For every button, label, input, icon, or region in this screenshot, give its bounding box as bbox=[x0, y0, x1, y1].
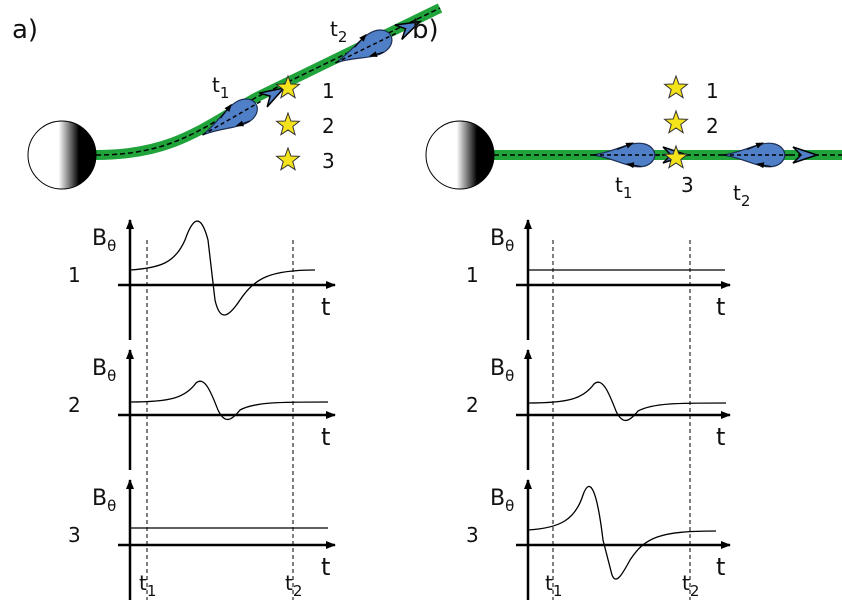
arrow-bottom bbox=[626, 162, 642, 169]
track-time: t1 bbox=[212, 73, 229, 102]
y-axis-label: Bθ bbox=[490, 486, 514, 515]
y-axis-label-sub: θ bbox=[107, 497, 116, 515]
y-axis-label-base: B bbox=[490, 226, 505, 251]
plot-number: 3 bbox=[466, 523, 479, 547]
plasmoid bbox=[592, 142, 690, 169]
star bbox=[663, 74, 689, 99]
x-axis-label: t bbox=[321, 553, 330, 581]
track-time: t2 bbox=[330, 17, 347, 46]
track-time-base: t bbox=[212, 73, 220, 97]
plasmoid-body bbox=[335, 29, 393, 64]
motion-arrow bbox=[394, 20, 423, 40]
arrow-top bbox=[220, 103, 232, 119]
y-axis-label-sub: θ bbox=[505, 237, 514, 255]
y-axis-label: Bθ bbox=[92, 356, 116, 385]
axis-time: t2 bbox=[682, 571, 699, 600]
track-time-base: t bbox=[615, 173, 623, 197]
axis-time: t1 bbox=[545, 571, 562, 600]
star-label: 2 bbox=[706, 114, 719, 138]
arrow-bottom bbox=[368, 51, 384, 58]
axis-time-base: t bbox=[285, 571, 293, 595]
signal-curve bbox=[527, 485, 717, 580]
star-label: 1 bbox=[322, 79, 335, 103]
track-time-sub: 1 bbox=[623, 184, 633, 202]
dashed-axis bbox=[202, 99, 264, 136]
plot-number: 1 bbox=[466, 263, 479, 287]
axis-time: t1 bbox=[139, 571, 156, 600]
y-axis-label-base: B bbox=[92, 226, 107, 251]
track-time-sub: 2 bbox=[741, 192, 751, 210]
plot-number: 1 bbox=[68, 263, 81, 287]
y-axis-label-base: B bbox=[490, 486, 505, 511]
star-label: 2 bbox=[322, 114, 335, 138]
y-axis-label: Bθ bbox=[92, 486, 116, 515]
track-time-base: t bbox=[330, 17, 338, 41]
signal-curve bbox=[129, 380, 329, 421]
star bbox=[275, 111, 301, 136]
sun bbox=[27, 120, 97, 190]
plot-number: 2 bbox=[68, 393, 81, 417]
motion-arrow bbox=[258, 86, 287, 108]
y-axis-label-base: B bbox=[92, 486, 107, 511]
y-axis-label-sub: θ bbox=[505, 367, 514, 385]
y-axis-label-base: B bbox=[490, 356, 505, 381]
axis-time: t2 bbox=[285, 571, 302, 600]
axis-time-base: t bbox=[545, 571, 553, 595]
track-time-sub: 2 bbox=[338, 28, 348, 46]
motion-arrow bbox=[792, 146, 820, 164]
star bbox=[663, 144, 689, 169]
axis-time-sub: 1 bbox=[147, 582, 157, 600]
star-label: 1 bbox=[706, 79, 719, 103]
arrow-top bbox=[616, 142, 634, 150]
plasmoid bbox=[335, 20, 423, 64]
y-axis-label-sub: θ bbox=[107, 237, 116, 255]
plasmoid-body bbox=[202, 98, 258, 136]
x-axis-label: t bbox=[321, 293, 330, 321]
plot-number: 3 bbox=[68, 523, 81, 547]
plot-number: 2 bbox=[466, 393, 479, 417]
arrow-bottom bbox=[756, 162, 772, 169]
star bbox=[275, 146, 301, 171]
axis-time-sub: 2 bbox=[293, 582, 303, 600]
field-line bbox=[95, 3, 443, 160]
arrow-bottom bbox=[235, 120, 251, 127]
plasmoid bbox=[202, 86, 287, 136]
axis-time-base: t bbox=[139, 571, 147, 595]
signal-curve bbox=[527, 381, 727, 422]
star bbox=[663, 109, 689, 134]
sun bbox=[425, 120, 495, 190]
axis-time-sub: 1 bbox=[553, 582, 563, 600]
y-axis-label-sub: θ bbox=[107, 367, 116, 385]
panel-label: b) bbox=[412, 15, 439, 45]
y-axis-label-sub: θ bbox=[505, 497, 514, 515]
track-time-base: t bbox=[733, 181, 741, 205]
y-axis-label: Bθ bbox=[92, 226, 116, 255]
x-axis-label: t bbox=[716, 293, 725, 321]
y-axis-label: Bθ bbox=[490, 356, 514, 385]
star-label: 3 bbox=[322, 149, 335, 173]
y-axis-label: Bθ bbox=[490, 226, 514, 255]
axis-time-base: t bbox=[682, 571, 690, 595]
track-time: t1 bbox=[615, 173, 632, 202]
star-label: 3 bbox=[681, 173, 694, 197]
axis-time-sub: 2 bbox=[690, 582, 700, 600]
x-axis-label: t bbox=[321, 423, 330, 451]
track-time-sub: 1 bbox=[220, 84, 230, 102]
star bbox=[275, 74, 301, 99]
panel-label: a) bbox=[12, 15, 38, 45]
signal-curve bbox=[129, 220, 316, 316]
x-axis-label: t bbox=[716, 553, 725, 581]
arrow-top bbox=[354, 33, 367, 48]
x-axis-label: t bbox=[716, 423, 725, 451]
y-axis-label-base: B bbox=[92, 356, 107, 381]
track-time: t2 bbox=[733, 181, 750, 210]
arrow-top bbox=[746, 142, 764, 150]
plasmoid bbox=[722, 142, 820, 169]
dashed-axis bbox=[335, 31, 399, 64]
